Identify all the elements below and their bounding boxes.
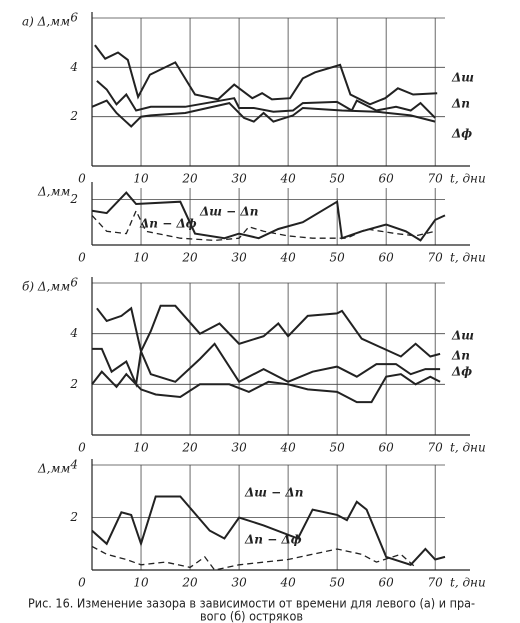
y-tick-label: 4: [69, 326, 78, 340]
y-tick-label: 4: [69, 60, 78, 74]
x-tick-label: 0: [78, 441, 86, 455]
y-axis-label: а) Δ,мм: [22, 15, 70, 29]
y-tick-label: 6: [70, 276, 78, 290]
x-tick-label: 60: [379, 576, 395, 590]
x-tick-label: 20: [181, 576, 198, 590]
caption-line: Рис. 16. Изменение зазора в зависимости …: [28, 596, 475, 611]
legend-label: Δф: [451, 365, 472, 379]
legend-label: Δп: [451, 97, 470, 111]
x-tick-label: 60: [379, 441, 395, 455]
y-tick-label: 2: [69, 510, 78, 524]
x-tick-label: 0: [78, 576, 86, 590]
legend-label: Δш: [451, 71, 474, 85]
x-axis-label: t, дни: [450, 576, 486, 590]
legend-label: Δш − Δп: [244, 486, 303, 500]
x-tick-label: 60: [379, 172, 395, 186]
y-axis-label: Δ,мм: [37, 185, 70, 199]
x-tick-label: 70: [428, 441, 444, 455]
x-tick-label: 50: [329, 172, 345, 186]
x-tick-label: 40: [279, 172, 296, 186]
y-axis-label: Δ,мм: [37, 462, 70, 476]
y-tick-label: 2: [69, 109, 78, 123]
legend-label: Δп − Δф: [139, 217, 197, 231]
y-tick-label: 6: [70, 11, 78, 25]
x-axis-label: t, дни: [450, 441, 486, 455]
legend-label: Δш: [451, 329, 474, 343]
legend-label: Δп − Δф: [244, 533, 302, 547]
x-tick-label: 10: [133, 441, 149, 455]
y-tick-label: 2: [69, 377, 78, 391]
data-line: [96, 80, 436, 119]
x-tick-label: 30: [231, 576, 247, 590]
x-tick-label: 70: [428, 576, 444, 590]
y-tick-label: 2: [69, 192, 78, 206]
legend-label: Δф: [451, 127, 472, 141]
data-line: [91, 495, 446, 566]
data-line: [91, 545, 417, 571]
x-tick-label: 0: [78, 172, 86, 186]
x-tick-label: 50: [329, 441, 345, 455]
x-tick-label: 70: [428, 172, 444, 186]
data-line: [94, 44, 438, 106]
x-tick-label: 50: [329, 251, 345, 265]
x-tick-label: 40: [279, 441, 296, 455]
x-axis-label: t, дни: [450, 251, 486, 265]
data-line: [96, 304, 441, 358]
x-axis-label: t, дни: [450, 172, 486, 186]
x-tick-label: 10: [133, 576, 149, 590]
x-tick-label: 10: [133, 172, 149, 186]
caption-line: вого (б) остряков: [200, 609, 303, 623]
y-tick-label: 4: [69, 458, 78, 472]
x-tick-label: 10: [133, 251, 149, 265]
legend-label: Δш − Δп: [199, 205, 258, 219]
x-tick-label: 0: [78, 251, 86, 265]
x-tick-label: 50: [329, 576, 345, 590]
x-tick-label: 20: [181, 251, 198, 265]
data-line: [92, 342, 441, 388]
x-tick-label: 40: [279, 576, 296, 590]
x-tick-label: 60: [379, 251, 395, 265]
x-tick-label: 40: [279, 251, 296, 265]
y-axis-label: б) Δ,мм: [22, 280, 70, 294]
x-tick-label: 30: [231, 251, 247, 265]
x-tick-label: 30: [231, 441, 247, 455]
data-line: [91, 191, 446, 242]
x-tick-label: 20: [181, 172, 198, 186]
x-tick-label: 20: [181, 441, 198, 455]
x-tick-label: 70: [428, 251, 444, 265]
data-line: [91, 370, 441, 404]
legend-label: Δп: [451, 349, 470, 363]
data-line: [91, 99, 436, 128]
x-tick-label: 30: [231, 172, 247, 186]
